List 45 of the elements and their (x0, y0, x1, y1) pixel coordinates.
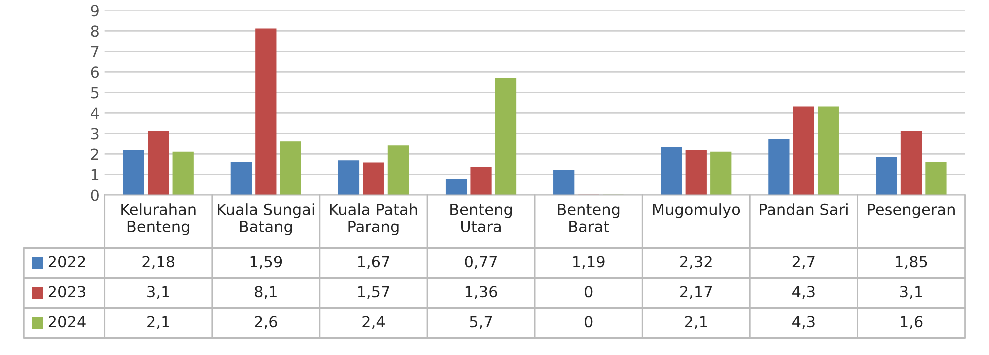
x-tick-label: Kuala Patah Parang (330, 204, 418, 236)
data-label: 1,85 (896, 256, 928, 270)
data-label: 1,19 (573, 256, 605, 270)
y-tick-label: 9 (91, 5, 99, 17)
data-label: 1,6 (901, 316, 923, 330)
data-label: 8,1 (255, 286, 277, 300)
data-label: 0 (584, 286, 593, 298)
legend-label: 2024 (48, 316, 86, 328)
y-tick-label: 5 (91, 87, 99, 99)
x-tick-label: Pandan Sari (760, 204, 848, 216)
data-label: 3,1 (148, 286, 170, 300)
data-label: 4,3 (792, 286, 815, 300)
data-label: 2,4 (362, 316, 386, 330)
data-label: 1,57 (358, 286, 390, 300)
y-tick-label: 7 (92, 46, 99, 58)
legend-label: 2022 (48, 256, 86, 268)
y-tick-label: 3 (91, 128, 99, 140)
x-tick-label: Mugomulyo (653, 204, 740, 218)
y-tick-label: 2 (91, 148, 98, 160)
data-label: 2,1 (148, 316, 170, 330)
data-label: 0,77 (465, 256, 497, 270)
data-label: 2,6 (255, 316, 278, 330)
data-label: 2,7 (792, 256, 815, 270)
data-label: 5,7 (470, 316, 492, 330)
data-label: 1,36 (466, 286, 498, 300)
x-tick-label: Kelurahan Benteng (122, 204, 196, 236)
y-tick-label: 1 (92, 169, 99, 181)
y-tick-label: 0 (91, 190, 99, 202)
data-label: 2,17 (680, 286, 712, 300)
data-label: 2,32 (680, 256, 712, 270)
y-tick-label: 8 (91, 26, 99, 38)
data-label: 3,1 (900, 286, 922, 300)
data-label: 2,1 (685, 316, 708, 330)
data-label: 0 (584, 316, 593, 328)
data-label: 1,59 (250, 256, 282, 270)
x-tick-label: Pesengeran (868, 204, 955, 218)
y-tick-label: 4 (91, 108, 100, 120)
x-tick-label: Benteng Barat (558, 204, 620, 233)
legend-label: 2023 (48, 286, 86, 298)
y-tick-label: 6 (91, 66, 100, 78)
data-label: 4,3 (792, 316, 815, 330)
data-label: 1,67 (358, 256, 390, 270)
data-label: 2,18 (142, 256, 175, 270)
x-tick-label: Benteng Utara (450, 204, 512, 233)
x-tick-label: Kuala Sungai Batang (218, 204, 314, 236)
